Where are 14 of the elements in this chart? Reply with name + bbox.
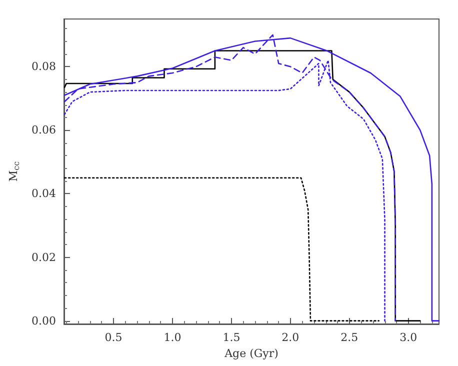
x-tick-label: 0.5 [104,331,122,344]
x-tick-label: 1.5 [222,331,240,344]
y-tick-label: 0.08 [32,60,56,74]
line-series [64,177,380,322]
x-axis-title: Age (Gyr) [224,346,278,360]
x-tick-label: 2.5 [340,331,358,344]
y-tick-label: 0.00 [32,314,56,328]
x-tick-label: 2.0 [282,331,300,344]
y-tick-label: 0.06 [32,124,56,137]
x-tick-label: 3.0 [400,331,418,344]
x-tick-label: 1.0 [164,331,182,344]
y-tick-label: 0.02 [32,250,56,264]
y-axis-title: Mcc [7,160,22,182]
y-tick-label: 0.04 [32,187,56,200]
